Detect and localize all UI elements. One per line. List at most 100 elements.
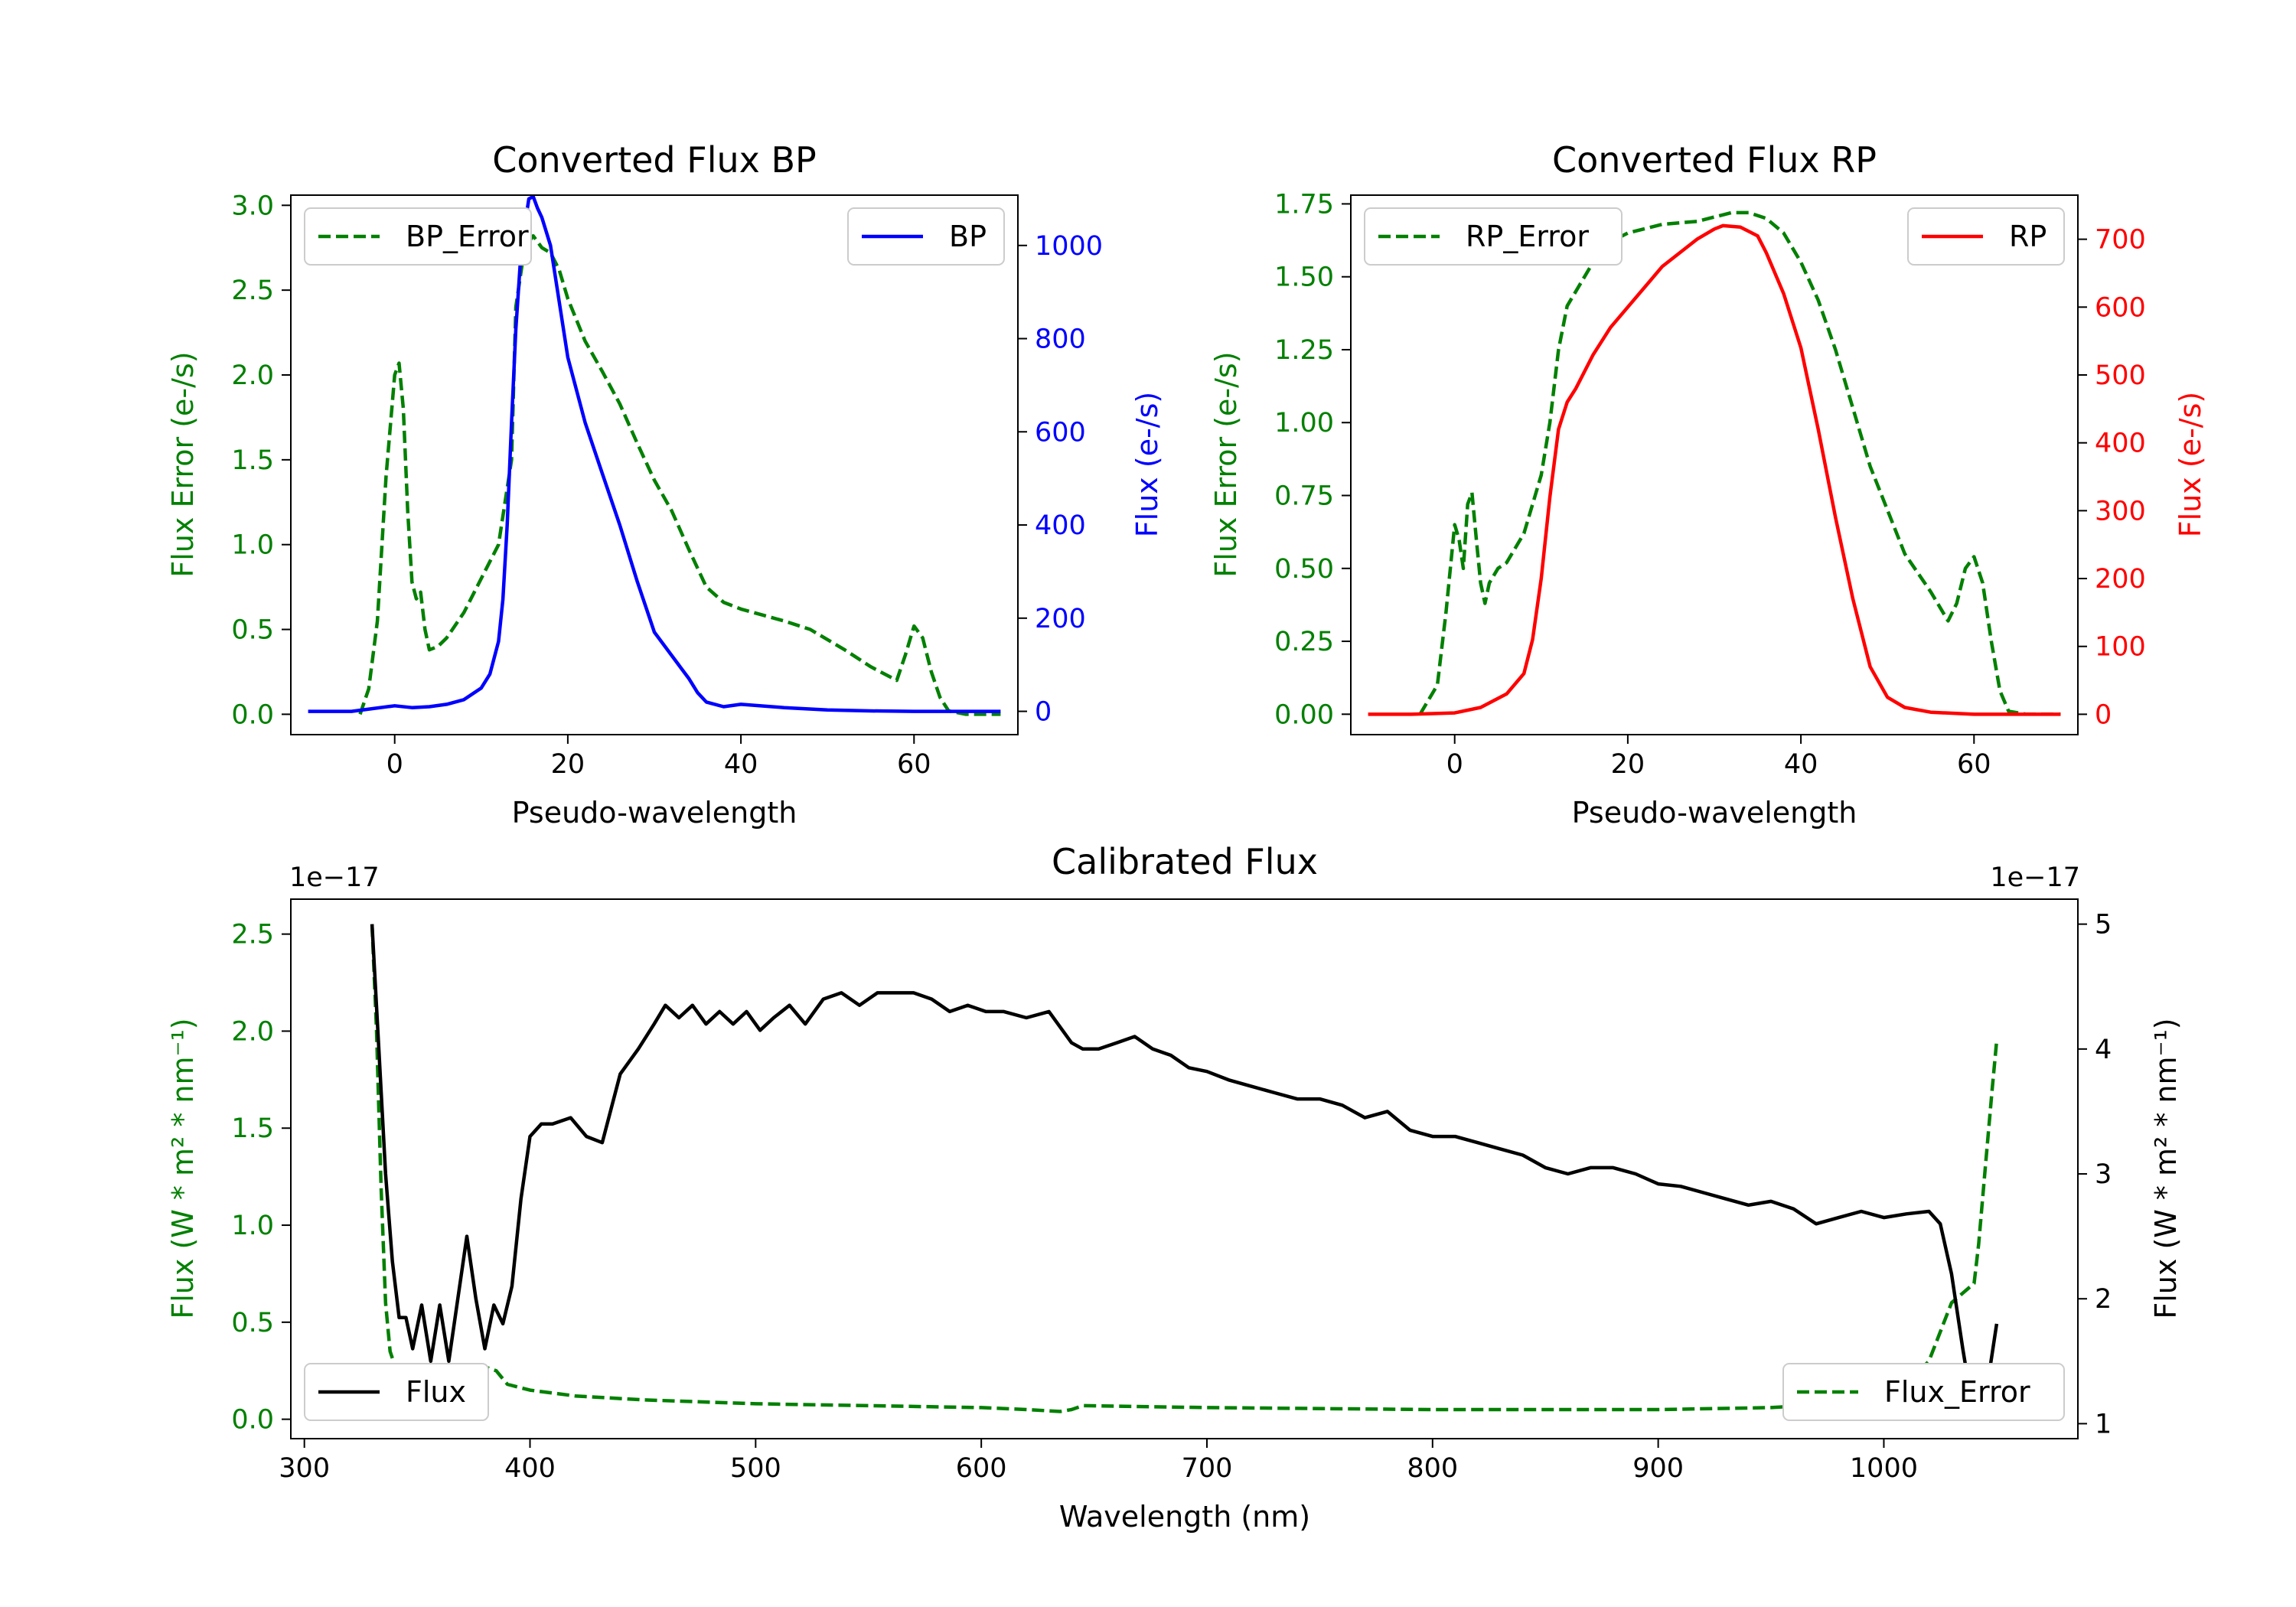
rp-x-ticks: 0 20 40 60 xyxy=(1446,735,1991,780)
bp-series-error xyxy=(358,233,1001,716)
cal-y-left-ticks: 0.0 0.5 1.0 1.5 2.0 2.5 xyxy=(231,920,291,1436)
cal-x-ticks: 300 400 500 600 700 800 900 1000 xyxy=(279,1439,1918,1484)
bp-plot-frame xyxy=(290,194,1019,735)
rp-y-left-tick-label: 1.75 xyxy=(1274,189,1334,220)
cal-y-right-tick-label: 1 xyxy=(2095,1409,2112,1439)
rp-x-tick-label: 60 xyxy=(1957,749,1991,780)
cal-y-left-tick-label: 1.5 xyxy=(231,1113,274,1144)
rp-x-tick-label: 20 xyxy=(1611,749,1645,780)
bp-legend-error-label: BP_Error xyxy=(406,220,529,253)
rp-y-left-label: Flux Error (e-/s) xyxy=(1209,351,1243,577)
rp-y-left-tick-label: 0.25 xyxy=(1274,627,1334,657)
bp-y-right-tick-label: 600 xyxy=(1035,417,1086,448)
bp-x-axis-label: Pseudo-wavelength xyxy=(512,796,797,830)
bp-x-tick-label: 40 xyxy=(724,749,758,780)
cal-x-tick-label: 500 xyxy=(730,1453,781,1484)
bp-legend-flux-label: BP xyxy=(949,220,987,253)
rp-series-error xyxy=(1418,210,2061,716)
rp-y-right-tick-label: 700 xyxy=(2095,225,2146,256)
cal-y-right-tick-label: 4 xyxy=(2095,1035,2112,1065)
cal-y-left-tick-label: 2.0 xyxy=(231,1016,274,1047)
bp-y-left-tick-label: 1.5 xyxy=(231,445,274,476)
cal-offset-left: 1e−17 xyxy=(289,862,380,893)
bp-x-ticks: 0 20 40 60 xyxy=(386,735,931,780)
rp-y-right-tick-label: 400 xyxy=(2095,429,2146,459)
cal-y-right-tick-label: 5 xyxy=(2095,910,2112,940)
bp-y-left-label: Flux Error (e-/s) xyxy=(166,351,200,577)
bp-series-flux xyxy=(308,194,1001,713)
cal-y-left-label: Flux (W * m² * nm⁻¹) xyxy=(166,1018,200,1319)
rp-x-tick-label: 40 xyxy=(1784,749,1818,780)
rp-legend-error-label: RP_Error xyxy=(1466,220,1589,253)
cal-legend-flux-label: Flux xyxy=(406,1375,466,1409)
rp-y-right-label: Flux (e-/s) xyxy=(2174,392,2207,537)
rp-series-flux xyxy=(1368,223,2061,716)
cal-y-right-tick-label: 2 xyxy=(2095,1284,2112,1315)
rp-y-left-tick-label: 1.50 xyxy=(1274,262,1334,293)
cal-legend-flux: Flux xyxy=(304,1363,489,1421)
rp-title: Converted Flux RP xyxy=(1552,139,1877,181)
bp-y-right-tick-label: 0 xyxy=(1035,697,1052,728)
bp-y-left-tick-label: 3.0 xyxy=(231,191,274,221)
bp-y-right-tick-label: 400 xyxy=(1035,510,1086,541)
cal-y-left-tick-label: 1.0 xyxy=(231,1211,274,1241)
rp-line-rp-error xyxy=(1418,210,2061,716)
cal-x-tick-label: 800 xyxy=(1407,1453,1458,1484)
bp-y-left-tick-label: 1.0 xyxy=(231,530,274,561)
cal-y-right-label: Flux (W * m² * nm⁻¹) xyxy=(2149,1018,2183,1319)
bp-y-right-tick-label: 200 xyxy=(1035,604,1086,634)
bp-line-bp xyxy=(308,194,1001,713)
rp-y-right-tick-label: 200 xyxy=(2095,564,2146,595)
cal-legend-error-label: Flux_Error xyxy=(1884,1375,2030,1409)
rp-legend-error: RP_Error xyxy=(1364,207,1623,266)
cal-title: Calibrated Flux xyxy=(1052,841,1318,882)
bp-y-right-tick-label: 1000 xyxy=(1035,231,1103,262)
rp-x-axis-label: Pseudo-wavelength xyxy=(1572,796,1857,830)
cal-y-left-tick-label: 2.5 xyxy=(231,920,274,950)
rp-y-left-tick-label: 1.25 xyxy=(1274,335,1334,366)
bp-y-left-tick-label: 2.5 xyxy=(231,275,274,306)
rp-y-left-tick-label: 1.00 xyxy=(1274,408,1334,438)
bp-y-left-tick-label: 0.5 xyxy=(231,615,274,646)
panel-rp: Converted Flux RP 0 20 40 60 0.000.250.500.… xyxy=(1209,139,2207,830)
rp-y-right-tick-label: 0 xyxy=(2095,699,2112,730)
cal-y-left-tick-label: 0.5 xyxy=(231,1308,274,1338)
bp-y-right-ticks: 0 200 400 600 800 1000 xyxy=(1018,231,1103,728)
cal-y-right-ticks: 1 2 3 4 5 xyxy=(2078,910,2112,1439)
bp-y-left-tick-label: 0.0 xyxy=(231,699,274,730)
cal-x-tick-label: 400 xyxy=(504,1453,556,1484)
panel-calibrated: Calibrated Flux 1e−17 1e−17 300 400 500 600… xyxy=(166,841,2183,1534)
bp-x-tick-label: 20 xyxy=(551,749,585,780)
rp-x-tick-label: 0 xyxy=(1446,749,1463,780)
rp-legend-flux-label: RP xyxy=(2009,220,2047,253)
rp-y-left-tick-label: 0.50 xyxy=(1274,554,1334,585)
bp-legend-flux: BP xyxy=(847,207,1005,266)
bp-x-tick-label: 60 xyxy=(897,749,931,780)
cal-x-axis-label: Wavelength (nm) xyxy=(1059,1500,1310,1534)
rp-y-left-tick-label: 0.75 xyxy=(1274,481,1334,512)
cal-series-flux xyxy=(370,924,1999,1420)
bp-title: Converted Flux BP xyxy=(492,139,817,181)
rp-y-right-tick-label: 500 xyxy=(2095,360,2146,391)
cal-x-tick-label: 1000 xyxy=(1850,1453,1918,1484)
cal-x-tick-label: 700 xyxy=(1182,1453,1233,1484)
rp-y-right-tick-label: 300 xyxy=(2095,496,2146,526)
bp-y-left-tick-label: 2.0 xyxy=(231,360,274,391)
cal-x-tick-label: 300 xyxy=(279,1453,330,1484)
cal-legend-error: Flux_Error xyxy=(1782,1363,2065,1421)
bp-line-bp-error xyxy=(358,233,1001,716)
rp-y-left-ticks: 0.00 0.25 0.50 0.75 1.00 1.25 1.50 1.75 xyxy=(1274,189,1351,730)
bp-y-right-tick-label: 800 xyxy=(1035,324,1086,355)
cal-y-left-tick-label: 0.0 xyxy=(231,1405,274,1436)
cal-plot-frame xyxy=(290,898,2079,1439)
bp-y-left-ticks: 0.0 0.5 1.0 1.5 2.0 2.5 3.0 xyxy=(231,191,291,730)
rp-y-right-tick-label: 600 xyxy=(2095,292,2146,323)
bp-x-tick-label: 0 xyxy=(386,749,403,780)
bp-y-right-label: Flux (e-/s) xyxy=(1130,392,1164,537)
rp-plot-frame xyxy=(1350,194,2079,735)
rp-line-rp xyxy=(1368,223,2061,716)
cal-y-right-tick-label: 3 xyxy=(2095,1159,2112,1190)
cal-x-tick-label: 900 xyxy=(1632,1453,1684,1484)
panel-bp: Converted Flux BP 0 20 40 60 0.0 0.5 1.0 1.5 2.… xyxy=(166,139,1164,830)
rp-y-right-ticks: 0 100 200 300 400 500 600 700 xyxy=(2078,225,2146,730)
